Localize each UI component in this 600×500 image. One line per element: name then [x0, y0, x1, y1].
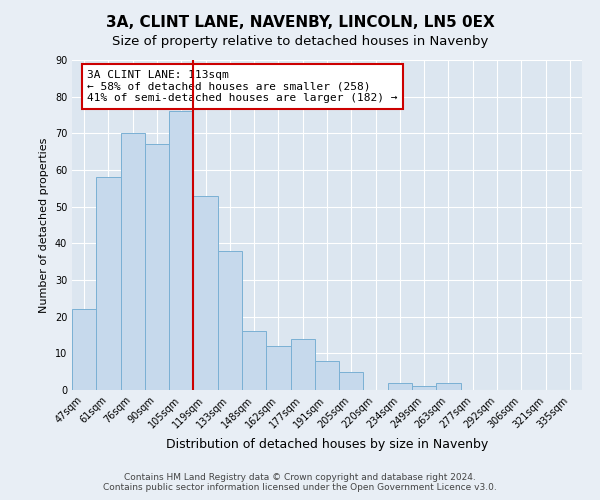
Bar: [121, 134, 145, 390]
Bar: [315, 360, 339, 390]
Text: Contains HM Land Registry data © Crown copyright and database right 2024.
Contai: Contains HM Land Registry data © Crown c…: [103, 473, 497, 492]
Text: Size of property relative to detached houses in Navenby: Size of property relative to detached ho…: [112, 35, 488, 48]
Bar: [290, 338, 315, 390]
Bar: [388, 382, 412, 390]
Y-axis label: Number of detached properties: Number of detached properties: [39, 138, 49, 312]
Bar: [169, 112, 193, 390]
Bar: [242, 332, 266, 390]
Bar: [218, 250, 242, 390]
Bar: [339, 372, 364, 390]
Text: 3A, CLINT LANE, NAVENBY, LINCOLN, LN5 0EX: 3A, CLINT LANE, NAVENBY, LINCOLN, LN5 0E…: [106, 15, 494, 30]
Bar: [193, 196, 218, 390]
Bar: [412, 386, 436, 390]
X-axis label: Distribution of detached houses by size in Navenby: Distribution of detached houses by size …: [166, 438, 488, 451]
Text: 3A CLINT LANE: 113sqm
← 58% of detached houses are smaller (258)
41% of semi-det: 3A CLINT LANE: 113sqm ← 58% of detached …: [88, 70, 398, 103]
Bar: [266, 346, 290, 390]
Bar: [145, 144, 169, 390]
Bar: [96, 178, 121, 390]
Bar: [436, 382, 461, 390]
Bar: [72, 310, 96, 390]
